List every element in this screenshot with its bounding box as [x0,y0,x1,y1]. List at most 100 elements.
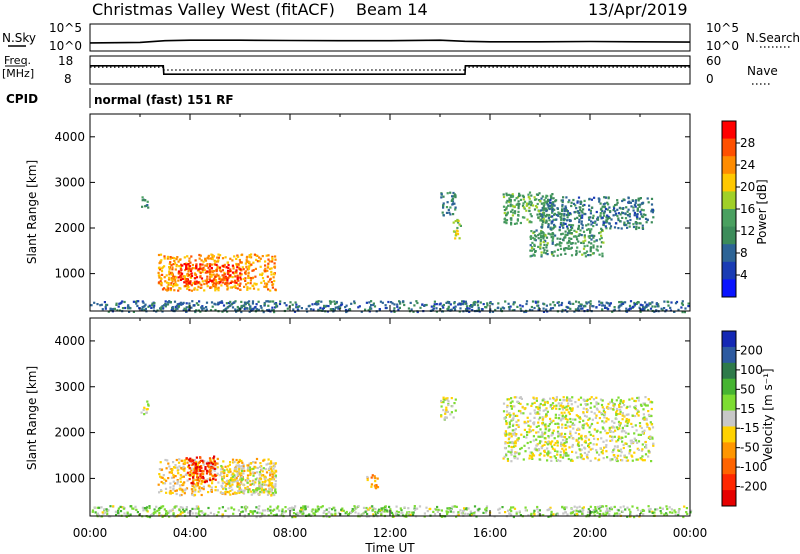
power-cell [198,300,201,303]
velocity-cell [577,398,580,401]
velocity-cell [214,464,217,467]
velocity-cell [196,476,199,479]
power-cell [186,255,189,258]
velocity-cell [237,464,240,467]
velocity-cell [238,485,241,488]
power-cell [160,281,163,284]
velocity-cell [554,422,557,425]
velocity-cell [235,492,238,495]
power-cell [540,213,543,216]
velocity-cell [671,511,674,514]
velocity-cell [564,511,567,514]
velocity-cell [206,460,209,463]
velocity-cell [267,467,271,470]
power-cell [240,304,243,308]
velocity-cell [609,435,612,438]
power-cell [502,205,506,208]
velocity-cell [582,424,585,427]
velocity-cell [619,410,622,413]
power-cell [466,307,469,310]
velocity-cell [594,416,597,419]
power-cell [161,266,164,269]
power-cell [537,309,540,312]
velocity-cell [330,512,333,515]
velocity-cell [633,437,636,440]
power-cell [193,267,197,270]
power-cell [372,303,375,307]
velocity-cell [642,509,646,512]
power-cell [591,221,595,224]
power-cell [446,192,449,195]
velocity-cell [268,483,271,486]
velocity-cell [444,412,447,415]
velocity-cell [224,488,228,491]
power-cell [556,243,559,246]
velocity-cell [624,435,627,438]
velocity-cell [240,465,243,468]
velocity-cell [163,478,166,481]
power-cell [601,304,604,307]
power-cell [581,227,584,230]
power-cell [174,305,177,308]
velocity-cell [647,413,650,416]
velocity-cell [148,505,151,508]
power-cell [598,303,601,306]
power-cell [577,224,580,227]
velocity-cell [145,506,149,509]
velocity-cell [194,490,197,493]
velocity-cell [600,451,603,454]
velocity-cell [639,433,642,436]
velocity-cell [306,505,310,508]
power-cell [470,304,473,307]
power-cell [207,266,210,269]
velocity-cell [611,439,614,442]
velocity-cell [447,510,450,513]
power-cell [218,266,222,269]
power-cell [233,255,236,258]
velocity-cell [549,456,552,459]
power-cell [639,222,642,225]
velocity-cell [621,418,624,421]
velocity-cell [183,469,186,472]
power-cell [538,212,541,215]
power-cell [491,303,494,306]
velocity-cell [534,412,537,415]
velocity-cell [267,479,270,482]
velocity-cell [325,508,328,511]
power-cell [244,279,247,282]
velocity-cell [251,512,254,515]
velocity-cell [247,464,250,467]
power-cell [499,307,503,310]
power-cell [559,223,562,226]
velocity-cell [270,490,273,493]
velocity-cell [596,421,599,424]
power-cell [516,305,519,308]
velocity-cell [202,477,205,480]
power-cell [221,281,225,284]
velocity-cell [185,457,188,460]
velocity-cell [579,396,583,399]
velocity-cell [204,512,207,515]
velocity-cell [506,405,509,409]
power-cell [190,268,193,271]
velocity-cell [252,483,256,486]
power-cell [126,305,130,308]
velocity-cell [556,444,559,447]
velocity-cell [518,510,521,513]
power-cell [639,303,642,306]
velocity-cell [226,473,229,477]
power-cell [232,267,235,270]
velocity-cell [269,474,272,477]
velocity-cell [225,479,229,482]
power-cell [209,273,212,276]
velocity-cell [201,459,204,462]
velocity-cell [224,484,227,488]
velocity-cell [629,449,632,452]
power-cell [335,300,338,304]
velocity-cell [119,510,123,513]
power-cell [286,307,289,310]
power-cell [471,304,474,307]
power-cell [211,258,214,261]
power-cell [239,278,243,281]
power-cell [595,248,598,251]
